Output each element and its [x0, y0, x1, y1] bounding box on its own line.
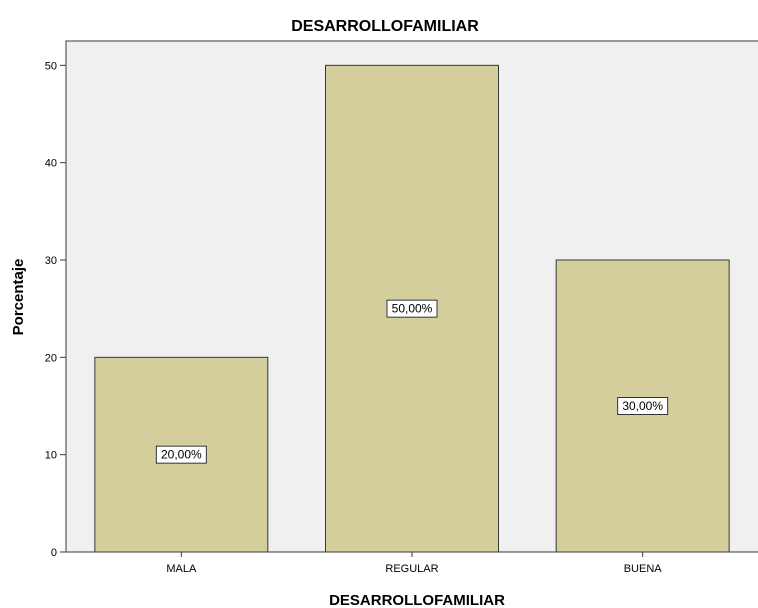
data-label: 20,00%	[161, 448, 202, 462]
y-tick-label: 40	[45, 158, 57, 170]
data-labels: 20,00% 50,00% 30,00%	[155, 299, 669, 464]
y-tick-label: 10	[45, 450, 57, 462]
y-tick-label: 0	[51, 547, 57, 559]
chart-title: DESARROLLOFAMILIAR	[291, 18, 479, 35]
y-tick-label: 20	[45, 352, 57, 364]
y-axis: 0 10 20 30 40 50	[45, 41, 67, 559]
x-axis-label: DESARROLLOFAMILIAR	[329, 592, 505, 608]
x-axis: MALA REGULAR BUENA	[66, 551, 758, 575]
y-axis-label: Porcentaje	[10, 259, 27, 336]
x-tick-label: BUENA	[624, 563, 663, 575]
data-label: 50,00%	[392, 302, 433, 316]
y-tick-label: 50	[45, 60, 57, 72]
data-label-box	[386, 299, 438, 318]
data-label: 30,00%	[622, 399, 663, 413]
data-label-box	[617, 397, 669, 415]
data-label-box	[155, 445, 207, 464]
x-tick-label: REGULAR	[385, 563, 438, 575]
x-tick-label: MALA	[166, 563, 197, 575]
y-tick-label: 30	[45, 255, 57, 267]
